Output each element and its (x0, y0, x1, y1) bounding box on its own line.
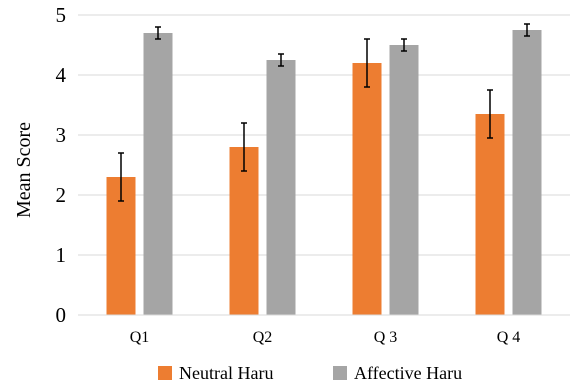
bar-affective-haru-3 (389, 45, 419, 315)
y-axis-ticks: 0 1 2 3 4 5 (56, 3, 67, 327)
x-tick-label: Q1 (130, 329, 150, 346)
error-bar (401, 38, 407, 52)
y-tick-label: 3 (56, 123, 67, 147)
legend-item-affective-haru: Affective Haru (333, 363, 462, 383)
y-axis-title: Mean Score (13, 122, 35, 218)
x-axis-ticks: Q1 Q2 Q 3 Q 4 (130, 329, 521, 346)
y-tick-label: 2 (56, 183, 67, 207)
error-bar (487, 89, 493, 139)
bars (106, 30, 542, 315)
error-bars (118, 23, 530, 202)
x-tick-label: Q 3 (374, 329, 398, 346)
y-tick-label: 0 (56, 303, 67, 327)
error-bar (524, 23, 530, 37)
legend: Neutral Haru Affective Haru (158, 363, 462, 383)
y-tick-label: 1 (56, 243, 67, 267)
x-tick-label: Q2 (253, 329, 273, 346)
y-tick-label: 4 (56, 63, 67, 87)
error-bar (278, 53, 284, 67)
y-tick-label: 5 (56, 3, 67, 27)
legend-label: Neutral Haru (179, 363, 273, 383)
x-tick-label: Q 4 (497, 329, 521, 346)
bar-neutral-haru-2 (229, 147, 259, 315)
legend-swatch (333, 366, 347, 380)
legend-item-neutral-haru: Neutral Haru (158, 363, 273, 383)
legend-swatch (158, 366, 172, 380)
error-bar (241, 122, 247, 172)
error-bar (155, 26, 161, 40)
error-bar (364, 38, 370, 88)
error-bar (118, 152, 124, 202)
bar-affective-haru-2 (266, 60, 296, 315)
legend-label: Affective Haru (354, 363, 462, 383)
bar-affective-haru-4 (512, 30, 542, 315)
bar-neutral-haru-3 (352, 63, 382, 315)
bar-affective-haru-1 (143, 33, 173, 315)
bar-neutral-haru-4 (475, 114, 505, 315)
